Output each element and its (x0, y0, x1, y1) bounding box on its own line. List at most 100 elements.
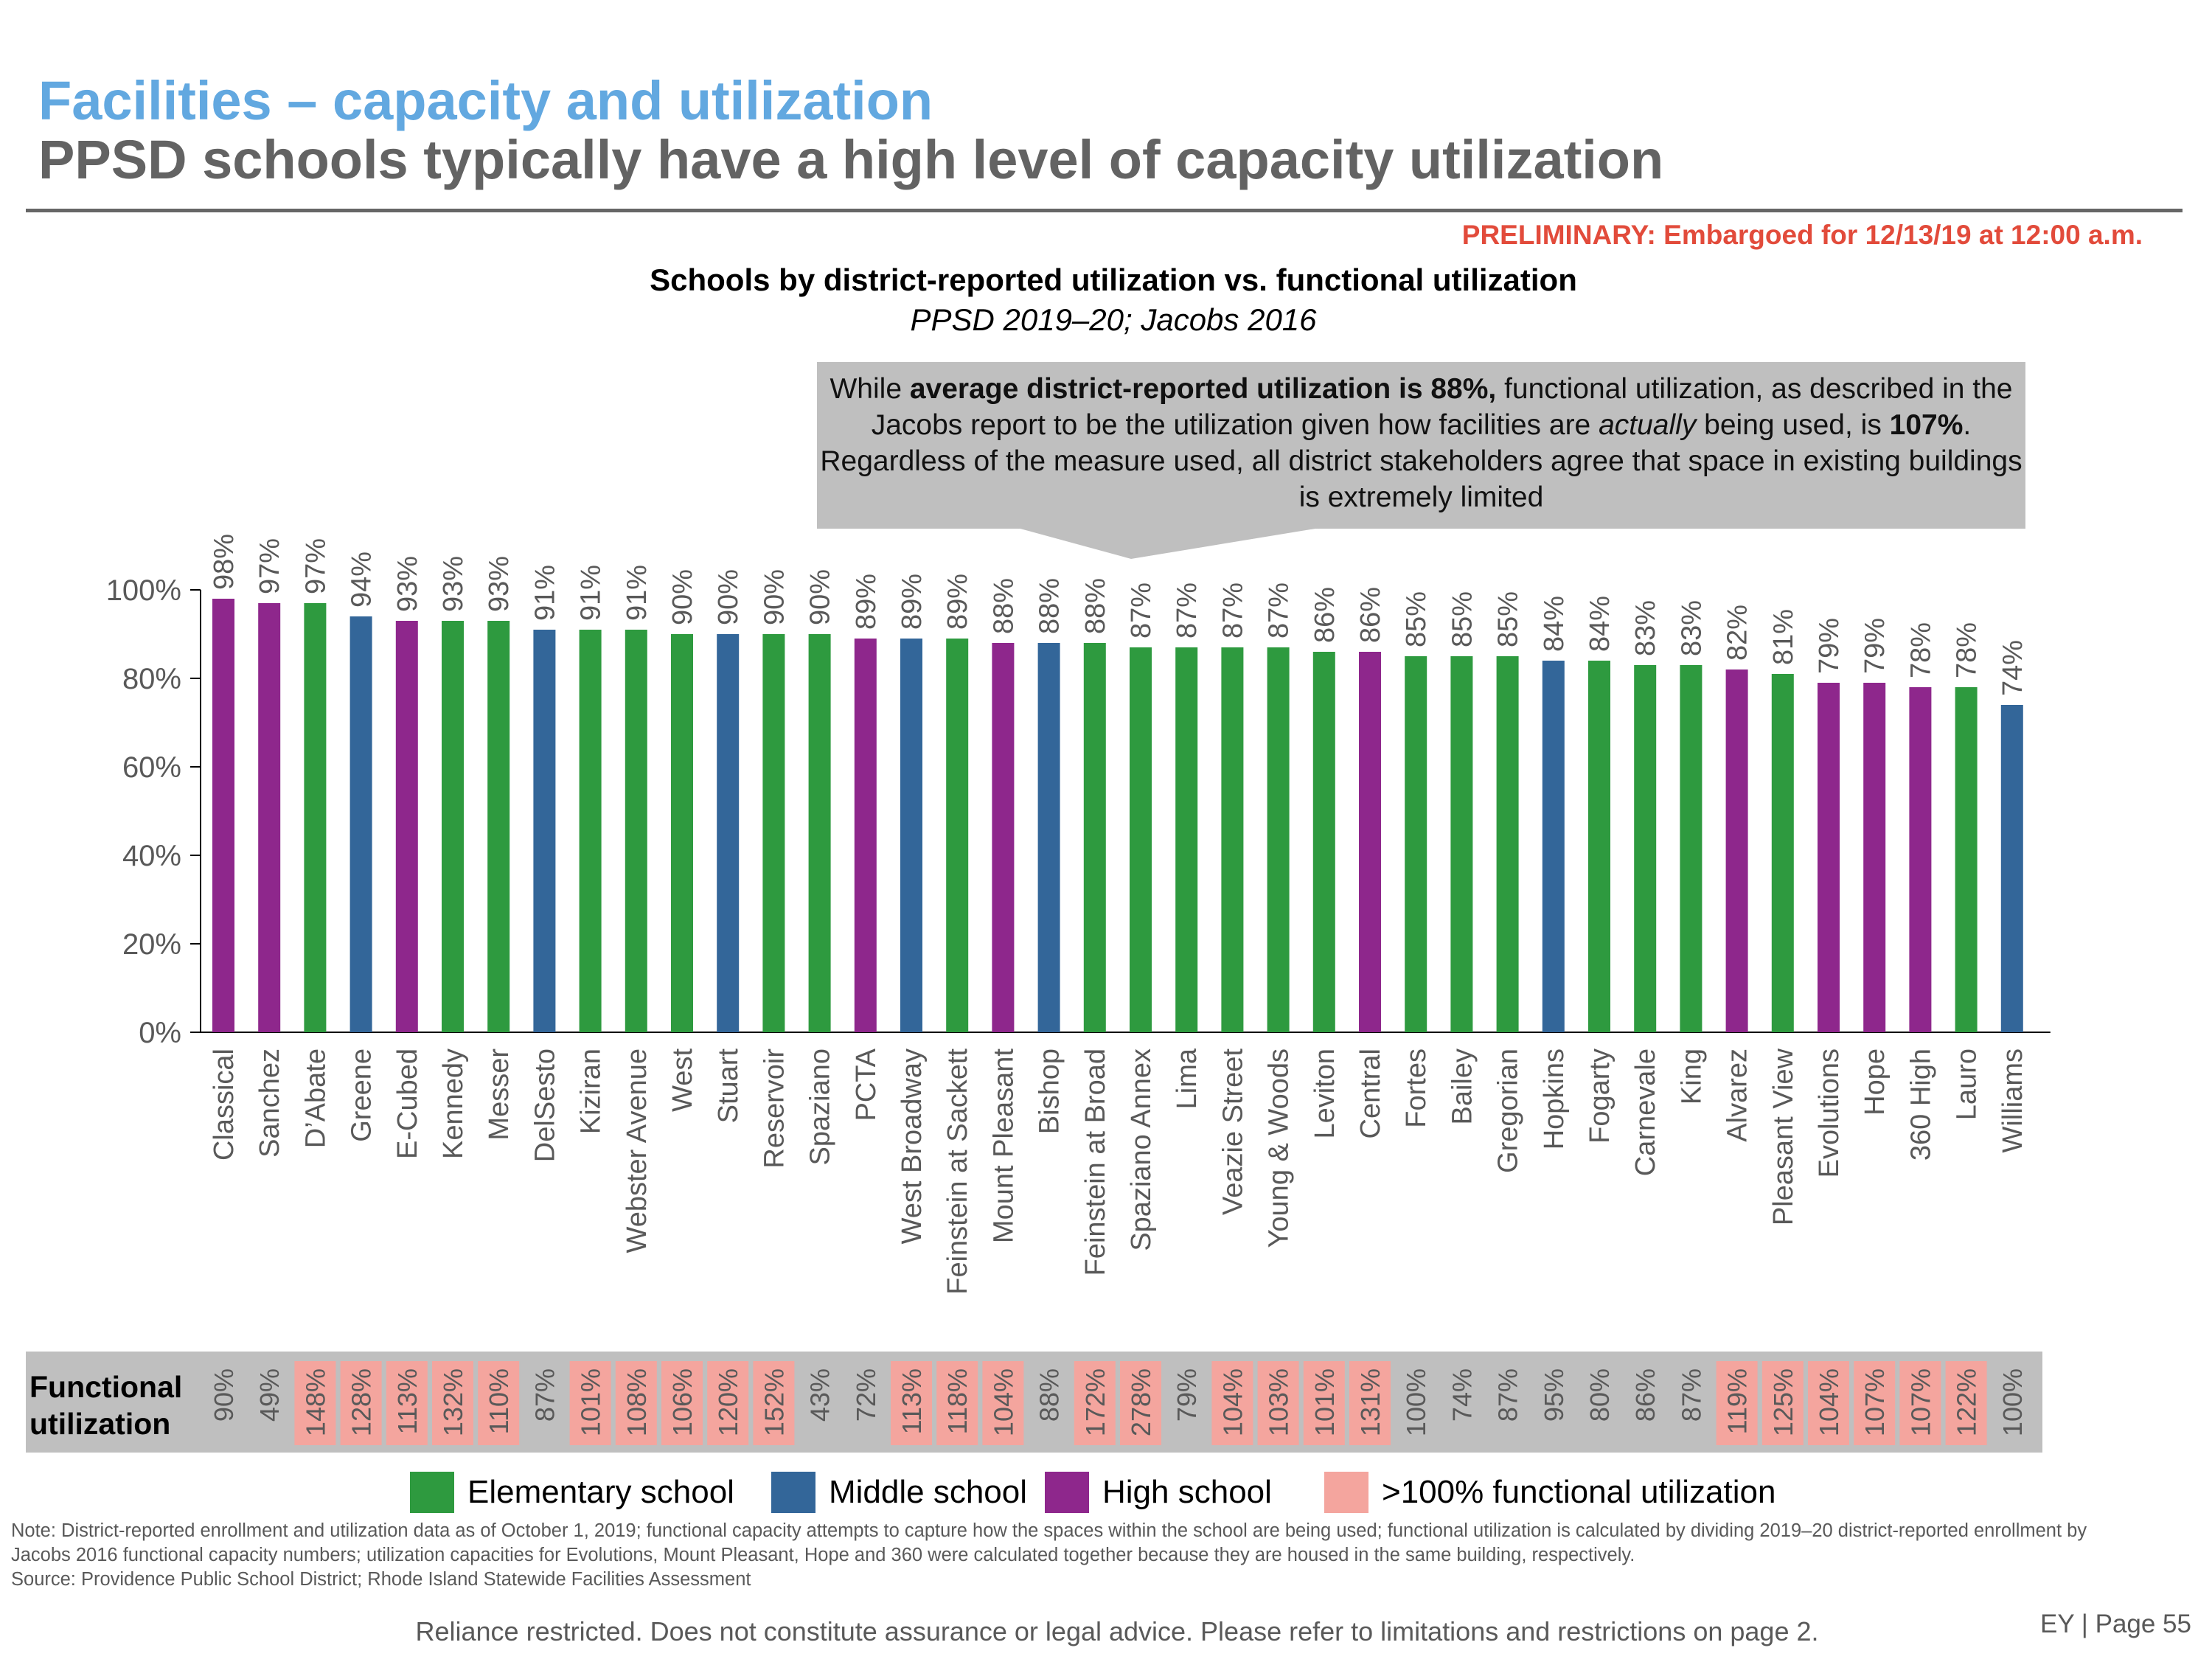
bar-kiziran (579, 630, 602, 1032)
over-100-highlight (478, 1361, 520, 1445)
bar-value-label: 91% (529, 565, 560, 621)
slide-section-title: Facilities – capacity and utilization (38, 70, 933, 131)
functional-utilization-value: 101% (576, 1368, 606, 1436)
functional-utilization-value: 128% (347, 1368, 377, 1436)
bar-value-label: 93% (484, 556, 515, 612)
x-tick-label: 360 High (1905, 1048, 1936, 1161)
bar-value-label: 88% (988, 578, 1019, 634)
x-tick-label: Bishop (1034, 1048, 1065, 1134)
callout-text-part: average district-reported utilization is… (909, 373, 1497, 405)
legend-label: >100% functional utilization (1382, 1474, 1776, 1510)
x-tick-label: West (667, 1048, 698, 1112)
bar-value-label: 85% (1447, 591, 1478, 647)
functional-utilization-label-line2: utilization (29, 1407, 171, 1441)
bar-value-label: 78% (1905, 622, 1936, 678)
functional-utilization-value: 172% (1080, 1368, 1110, 1436)
x-tick-label: DelSesto (529, 1048, 560, 1162)
bar-feinstein-at-broad (1083, 643, 1106, 1032)
y-tick-label: 80% (122, 663, 181, 695)
bar-williams (2000, 705, 2023, 1032)
bar-value-label: 87% (1264, 582, 1295, 639)
x-tick-label: Spaziano (805, 1048, 836, 1165)
functional-utilization-value: 80% (1585, 1368, 1615, 1422)
bar-value-label: 91% (576, 565, 607, 621)
bar-veazie-street (1221, 647, 1244, 1032)
x-tick-label: Lima (1172, 1048, 1203, 1109)
bar-pcta (854, 639, 877, 1032)
functional-utilization-value: 104% (1217, 1368, 1248, 1436)
over-100-highlight (1074, 1361, 1116, 1445)
x-tick-label: Central (1355, 1048, 1386, 1139)
legend-item-high: High school (1045, 1472, 1272, 1513)
footnotes: Note: District-reported enrollment and u… (11, 1519, 2149, 1592)
bar-classical (212, 599, 234, 1032)
over-100-highlight (753, 1361, 795, 1445)
functional-utilization-value: 87% (529, 1368, 560, 1422)
preliminary-notice: PRELIMINARY: Embargoed for 12/13/19 at 1… (1461, 220, 2143, 250)
functional-utilization-value: 278% (1126, 1368, 1156, 1436)
bar-value-label: 79% (1860, 618, 1891, 674)
functional-utilization-value: 132% (438, 1368, 468, 1436)
x-tick-label: Fortes (1401, 1048, 1432, 1128)
x-tick-label: Young & Woods (1264, 1048, 1295, 1248)
functional-utilization-value: 104% (988, 1368, 1018, 1436)
bar-delsesto (533, 630, 556, 1032)
over-100-highlight (1211, 1361, 1253, 1445)
over-100-highlight (1257, 1361, 1299, 1445)
functional-utilization-value: 100% (1997, 1368, 2028, 1436)
callout-box: While average district-reported utilizat… (817, 362, 2025, 529)
over-100-highlight (1716, 1361, 1758, 1445)
bar-value-label: 86% (1355, 587, 1386, 643)
bar-value-label: 84% (1585, 596, 1615, 652)
bar-central (1359, 652, 1381, 1032)
bar-value-label: 84% (1539, 596, 1570, 652)
y-tick-label: 0% (139, 1017, 181, 1049)
bar-young-woods (1267, 647, 1290, 1032)
x-tick-label: Spaziano Annex (1126, 1048, 1157, 1251)
functional-utilization-value: 87% (1676, 1368, 1706, 1422)
callout-text-part: actually (1599, 409, 1697, 441)
over-100-highlight (1854, 1361, 1896, 1445)
over-100-highlight (1120, 1361, 1161, 1445)
bar-value-label: 88% (1034, 578, 1065, 634)
y-tick-label: 60% (122, 751, 181, 784)
legend-label: Middle school (829, 1474, 1028, 1510)
bar-greene (349, 616, 372, 1032)
x-tick-label: Kennedy (438, 1048, 469, 1159)
callout-text-part: being used, is (1696, 409, 1890, 441)
x-tick-label: Classical (209, 1048, 240, 1161)
functional-utilization-value: 113% (392, 1368, 422, 1434)
bar-value-label: 87% (1172, 582, 1203, 639)
x-tick-label: Williams (1997, 1048, 2028, 1152)
bar-value-label: 86% (1310, 587, 1340, 643)
callout-text-part: 107% (1889, 409, 1964, 441)
bar-value-label: 90% (667, 569, 698, 625)
functional-utilization-cells: 90% 49% 148% 128% 113% 132% 110% 87% 101% 108% 106… (209, 1361, 2028, 1445)
bar-feinstein-at-sackett (946, 639, 969, 1032)
bar-sanchez (258, 603, 281, 1032)
bar-reservoir (762, 634, 785, 1032)
x-tick-label: Gregorian (1493, 1048, 1524, 1173)
y-tick-label: 40% (122, 840, 181, 872)
functional-utilization-value: 108% (622, 1368, 652, 1436)
bar-value-label: 94% (347, 552, 378, 608)
over-100-highlight (1808, 1361, 1849, 1445)
x-tick-label: E-Cubed (392, 1048, 423, 1159)
bar-spaziano (808, 634, 831, 1032)
bar-pleasant-view (1771, 674, 1794, 1032)
note-text: Note: District-reported enrollment and u… (11, 1520, 2087, 1565)
x-tick-label: Leviton (1310, 1048, 1340, 1139)
bar-gregorian (1496, 656, 1519, 1032)
legend-swatch (1324, 1472, 1368, 1513)
callout-text-part: While (830, 373, 910, 405)
legend-swatch (410, 1472, 454, 1513)
legend-label: High school (1102, 1474, 1272, 1510)
x-axis-labels: Classical Sanchez D’Abate Greene E-Cubed Kenn… (209, 1048, 2028, 1295)
callout-text-part: functional utilization, as described in … (871, 373, 2013, 441)
bar-value-label: 88% (1080, 578, 1111, 634)
functional-utilization-value: 87% (1493, 1368, 1523, 1422)
bar-value-label: 91% (622, 565, 653, 621)
callout-text-part: . Regardless of the measure used, all di… (820, 409, 2023, 513)
bar-value-label: 89% (942, 574, 973, 630)
x-tick-label: Messer (484, 1048, 515, 1141)
